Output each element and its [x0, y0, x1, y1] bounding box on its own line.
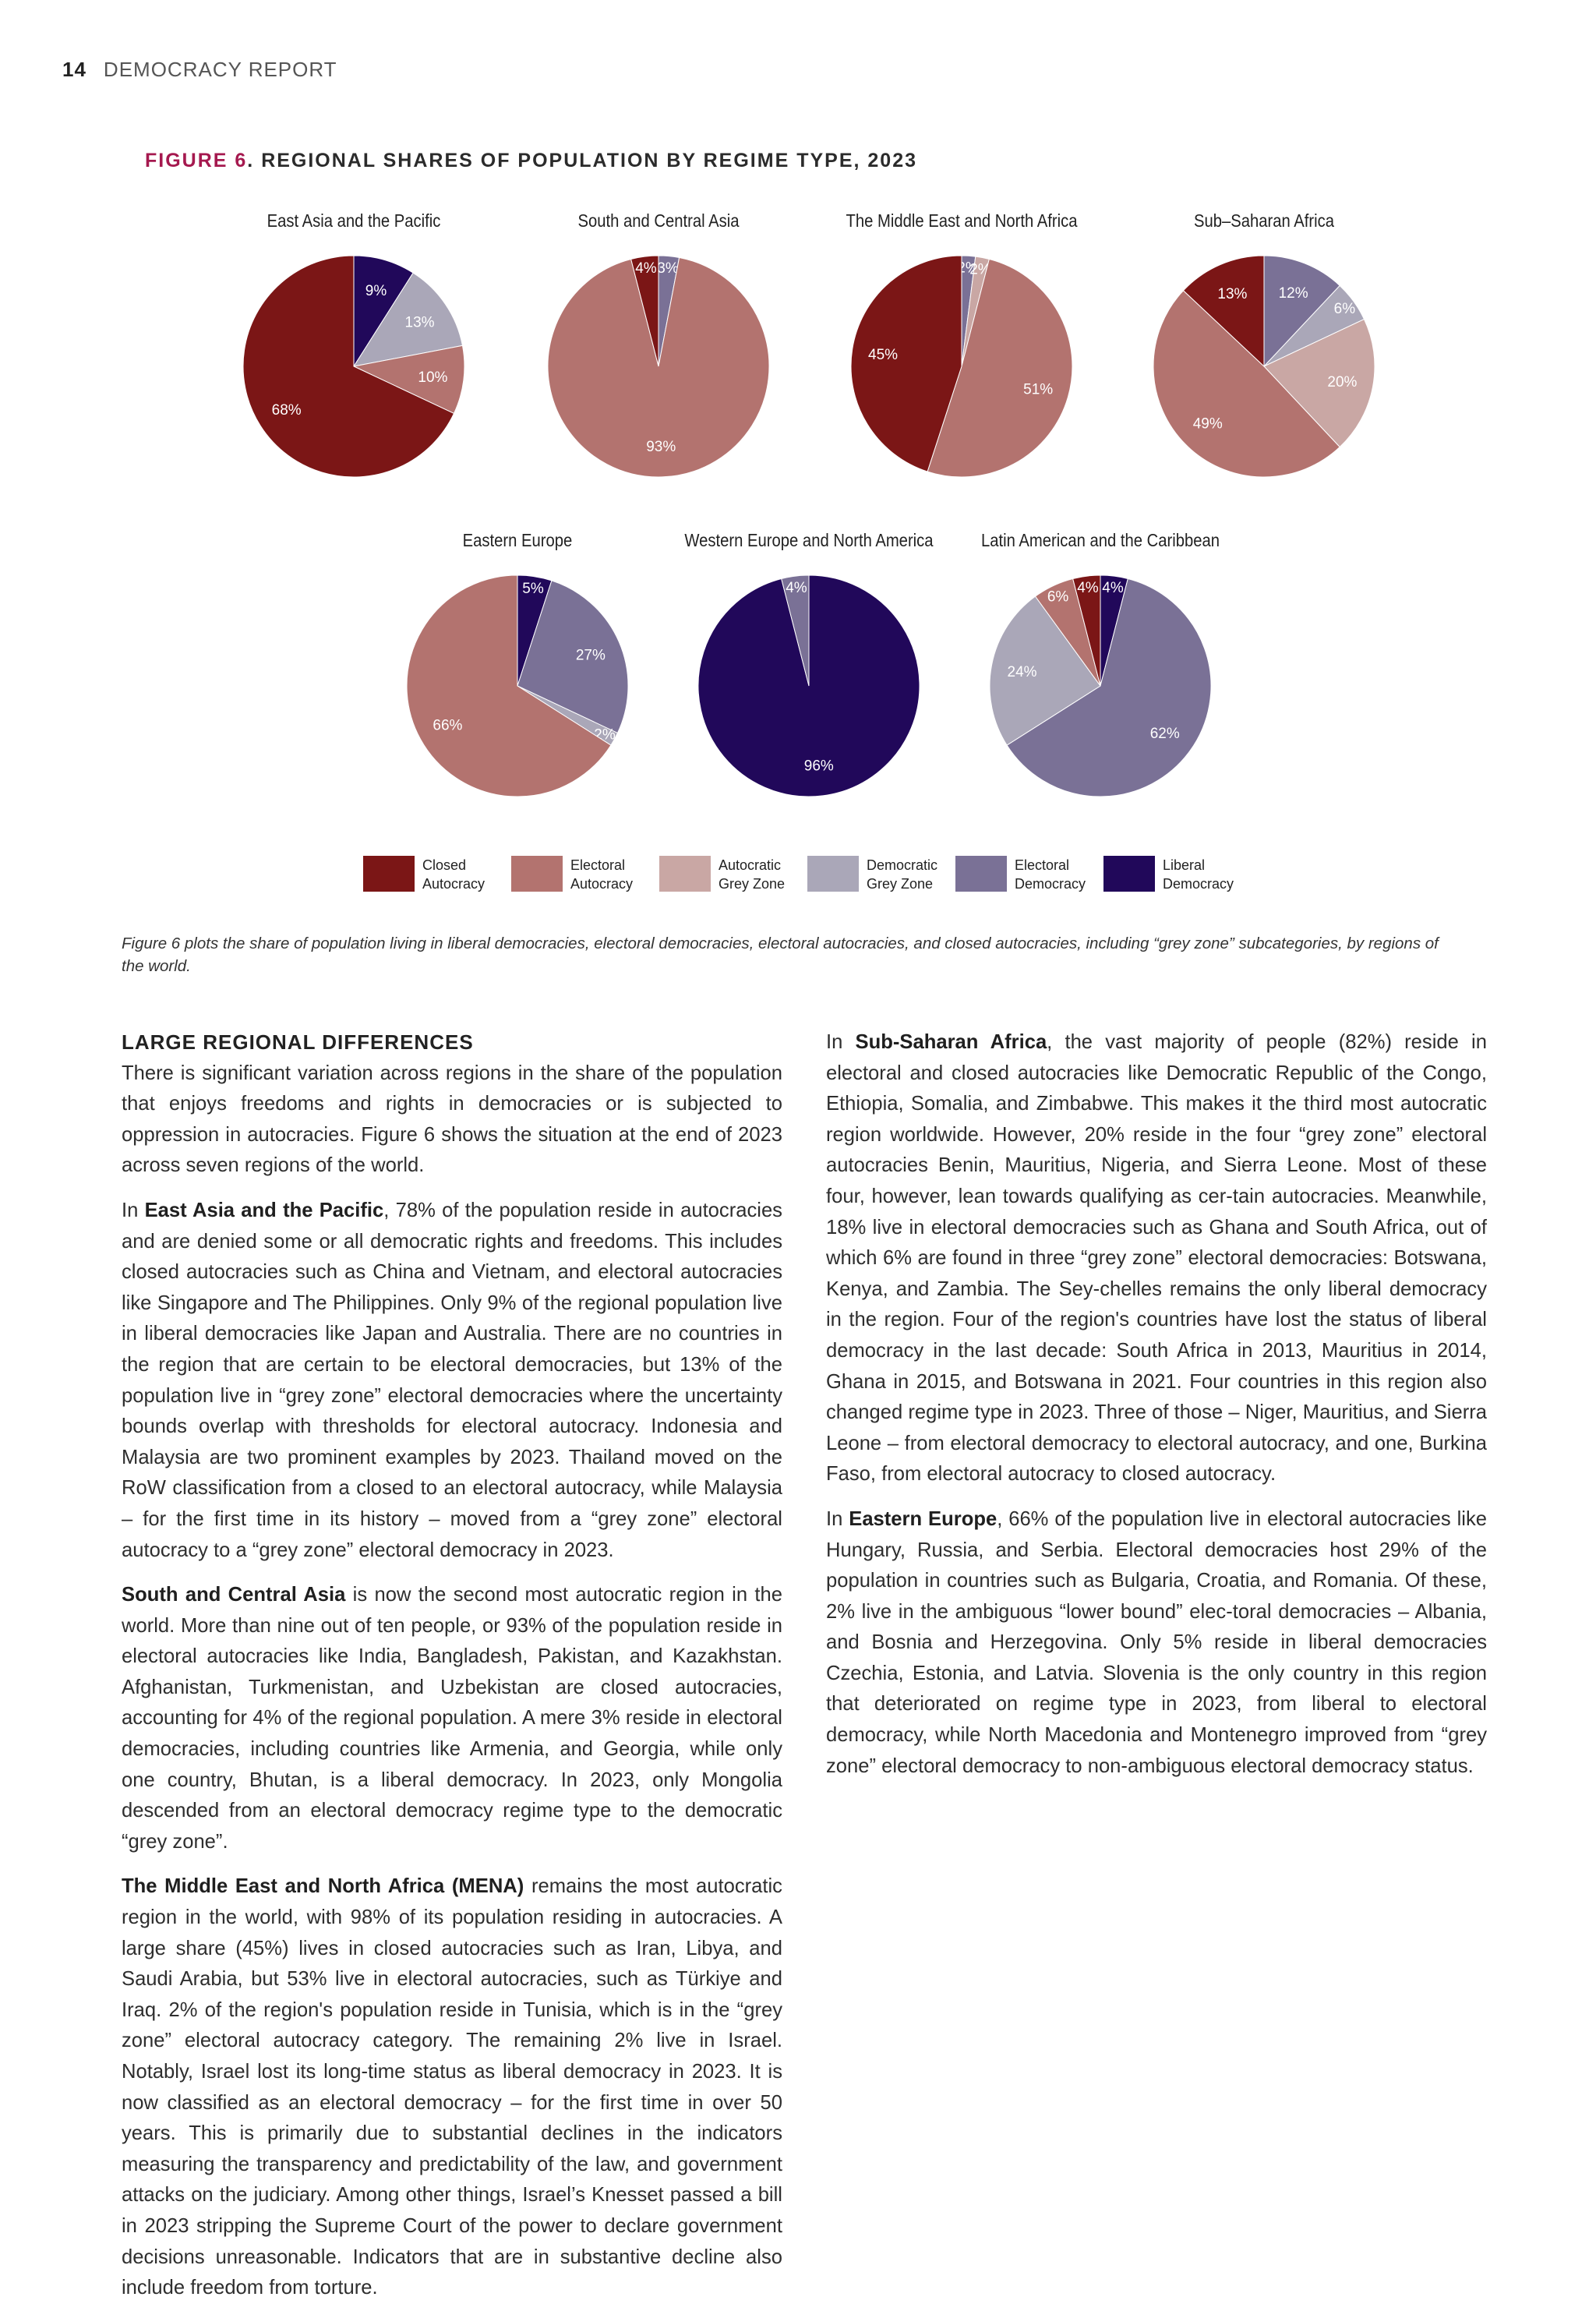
legend-swatch	[363, 856, 415, 892]
pie-value-label: 27%	[576, 647, 606, 663]
figure-title-text: . REGIONAL SHARES OF POPULATION BY REGIM…	[247, 150, 917, 171]
region-name-sub-saharan-africa: Sub-Saharan Africa	[855, 1031, 1047, 1053]
paragraph-body: , 78% of the population reside in autocr…	[122, 1199, 782, 1561]
paragraph-body: , 66% of the population live in electora…	[826, 1507, 1487, 1777]
paragraph-body: remains the most autocratic region in th…	[122, 1875, 782, 2299]
paragraph-sub-saharan-africa: In Sub-Saharan Africa, the vast majority…	[826, 1027, 1487, 1490]
pie-slice-closed-autocracy	[242, 255, 455, 478]
pie-chart-western-europe-and-north-america: 96% 4%	[697, 574, 920, 797]
paragraph-mena: The Middle East and North Africa (MENA) …	[122, 1871, 782, 2303]
pie-value-label: 13%	[405, 315, 435, 331]
pie-value-label: 49%	[1193, 415, 1223, 432]
pie-value-label: 4%	[635, 260, 657, 277]
pie-title-east-asia-and-the-pacific: East Asia and the Pacific	[267, 210, 441, 231]
pie-value-label: 6%	[1334, 301, 1356, 317]
pie-value-label: 10%	[418, 369, 447, 386]
pie-slice-closed-autocracy	[1182, 255, 1265, 368]
pie-chart-south-and-central-asia: 3% 93% 4%	[547, 255, 770, 478]
pie-chart-sub-saharan-africa: 0%12%6%20%49%13%	[1153, 255, 1375, 478]
pie-slice-electoral-autocracy	[547, 256, 770, 478]
pie-title-sub-saharan-africa: Sub–Saharan Africa	[1193, 210, 1335, 231]
pie-slice-closed-autocracy	[850, 255, 962, 472]
pie-slice-closed-autocracy	[630, 255, 659, 367]
paragraph-lead: In	[826, 1031, 856, 1053]
pie-value-label: 20%	[1327, 374, 1357, 390]
pie-slice-electoral-autocracy	[1153, 290, 1340, 478]
pie-title-south-and-central-asia: South and Central Asia	[577, 210, 740, 231]
figure-caption: Figure 6 plots the share of population l…	[122, 935, 1439, 975]
pie-slice-electoral-autocracy	[352, 345, 465, 415]
paragraph-lead: In	[122, 1199, 145, 1221]
paragraph-south-central-asia: South and Central Asia is now the second…	[122, 1580, 782, 1857]
pie-value-label: 3%	[657, 260, 679, 277]
pie-chart-east-asia-and-the-pacific: 9% 13% 10% 68%	[242, 255, 465, 478]
region-name-south-central-asia: South and Central Asia	[122, 1584, 346, 1606]
legend-swatch	[1103, 856, 1155, 892]
legend-swatch	[659, 856, 711, 892]
pie-value-label: 68%	[272, 402, 302, 419]
pie-value-label: 4%	[1102, 580, 1124, 596]
paragraph-body: is now the second most autocratic region…	[122, 1584, 782, 1853]
page-number: 14	[62, 58, 87, 81]
pie-value-label: 24%	[1008, 664, 1037, 680]
pie-title-the-middle-east-and-north-africa: The Middle East and North Africa	[846, 210, 1078, 231]
pie-slice-liberal-democracy	[353, 255, 414, 368]
figure-legend: Closed Autocracy Electoral Autocracy Autoc…	[363, 854, 1283, 901]
body-column-left: LARGE REGIONAL DIFFERENCES There is sign…	[122, 1027, 782, 2318]
pie-slice-closed-autocracy	[1072, 574, 1101, 687]
paragraph-intro: There is significant variation across re…	[122, 1062, 782, 1177]
paragraph-body: , the vast majority of people (82%) resi…	[826, 1031, 1487, 1486]
legend-swatch	[955, 856, 1007, 892]
pie-chart-latin-american-and-the-caribbean: 4% 62% 24% 6% 4%	[989, 574, 1212, 797]
pie-chart-eastern-europe: 5%27%2%66%	[406, 574, 629, 797]
pie-chart-the-middle-east-and-north-africa: 2%2%51%45%	[850, 255, 1073, 478]
paragraph-lead: In	[826, 1507, 849, 1530]
running-title: DEMOCRACY REPORT	[103, 58, 337, 81]
legend-label: Autocratic Grey Zone	[719, 857, 786, 892]
pie-value-label: 4%	[1077, 580, 1099, 596]
pie-value-label: 66%	[433, 717, 462, 733]
legend-swatch	[511, 856, 563, 892]
legend-label: Electoral Democracy	[1015, 857, 1086, 892]
page-header: 14 DEMOCRACY REPORT	[62, 58, 337, 82]
region-name-east-asia: East Asia and the Pacific	[144, 1199, 384, 1221]
pie-value-label: 45%	[868, 347, 898, 363]
pie-slice-electoral-democracy	[1006, 578, 1212, 797]
pie-value-label: 62%	[1150, 726, 1180, 742]
pie-value-label: 9%	[365, 283, 387, 299]
legend-swatch	[807, 856, 859, 892]
pie-value-label: 6%	[1047, 588, 1069, 605]
pie-value-label: 12%	[1279, 285, 1308, 302]
pie-value-label: 93%	[646, 439, 676, 455]
figure-title: FIGURE 6. REGIONAL SHARES OF POPULATION …	[145, 150, 917, 172]
pie-slice-electoral-democracy	[781, 574, 810, 687]
pie-slice-electoral-democracy	[517, 580, 629, 734]
paragraph-east-asia: In East Asia and the Pacific, 78% of the…	[122, 1196, 782, 1566]
pie-title-eastern-europe: Eastern Europe	[462, 530, 573, 550]
pie-slice-democratic-grey-zone	[352, 272, 464, 367]
legend-label: Electoral Autocracy	[570, 857, 634, 892]
region-name-mena: The Middle East and North Africa (MENA)	[122, 1875, 524, 1898]
pie-value-label: 96%	[804, 758, 834, 774]
paragraph-eastern-europe: In Eastern Europe, 66% of the population…	[826, 1504, 1487, 1782]
legend-label: Democratic Grey Zone	[867, 857, 938, 892]
pie-title-latin-american-and-the-caribbean: Latin American and the Caribbean	[980, 530, 1220, 550]
legend-label: Closed Autocracy	[422, 857, 486, 892]
pie-slice-electoral-autocracy	[406, 574, 612, 797]
pie-slice-autocratic-grey-zone	[1263, 318, 1375, 448]
pie-slice-electoral-autocracy	[927, 258, 1073, 478]
pie-value-label: 51%	[1023, 382, 1053, 398]
pie-value-label: 5%	[522, 581, 544, 597]
section-heading: LARGE REGIONAL DIFFERENCES	[122, 1030, 474, 1054]
pie-slice-democratic-grey-zone	[989, 595, 1101, 746]
pie-title-western-europe-and-north-america: Western Europe and North America	[684, 530, 934, 550]
region-name-eastern-europe: Eastern Europe	[849, 1507, 998, 1530]
body-column-right: In Sub-Saharan Africa, the vast majority…	[826, 1027, 1487, 1796]
pie-value-label: 4%	[786, 580, 807, 596]
pie-slice-electoral-democracy	[1263, 255, 1340, 368]
legend-label: Liberal Democracy	[1163, 857, 1234, 892]
figure-number: FIGURE 6	[145, 150, 248, 171]
pie-value-label: 13%	[1217, 286, 1247, 302]
